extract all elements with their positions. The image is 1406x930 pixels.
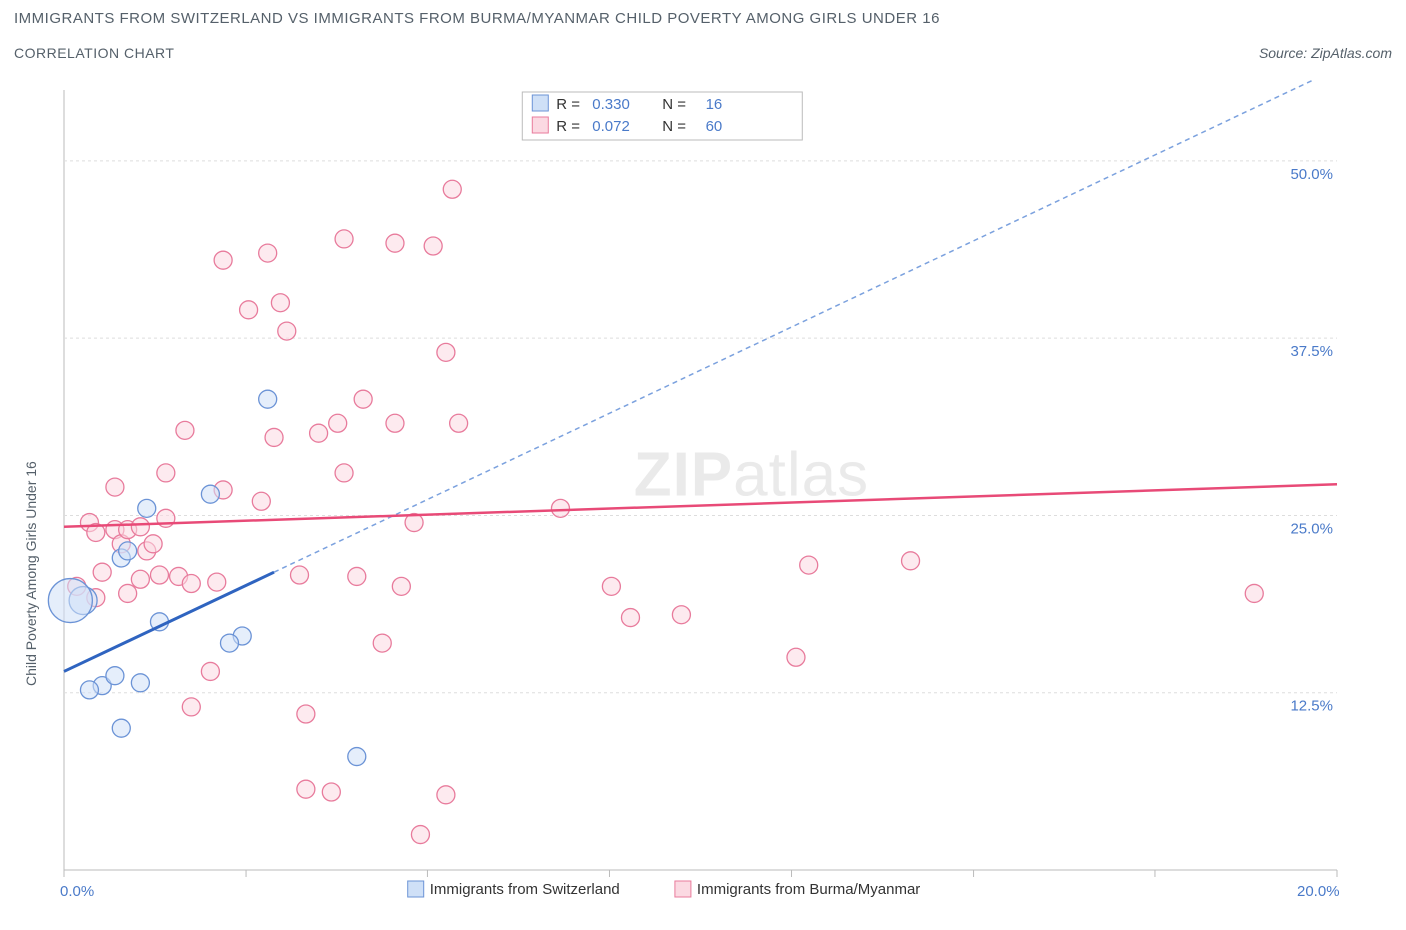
scatter-point <box>131 570 149 588</box>
scatter-point <box>240 301 258 319</box>
scatter-point <box>80 681 98 699</box>
scatter-point <box>450 414 468 432</box>
scatter-point <box>437 786 455 804</box>
scatter-point <box>386 414 404 432</box>
scatter-point <box>259 390 277 408</box>
scatter-point <box>348 748 366 766</box>
scatter-point <box>182 575 200 593</box>
scatter-point <box>138 499 156 517</box>
scatter-point <box>106 478 124 496</box>
svg-text:60: 60 <box>706 118 723 135</box>
scatter-point <box>310 424 328 442</box>
scatter-point <box>443 180 461 198</box>
scatter-point <box>291 566 309 584</box>
scatter-point <box>265 428 283 446</box>
scatter-point <box>329 414 347 432</box>
scatter-point <box>150 566 168 584</box>
scatter-point <box>386 234 404 252</box>
scatter-point <box>297 705 315 723</box>
scatter-point <box>106 667 124 685</box>
scatter-point <box>157 464 175 482</box>
scatter-point <box>354 390 372 408</box>
trend-line <box>64 572 274 671</box>
scatter-point <box>278 322 296 340</box>
source-attribution: Source: ZipAtlas.com <box>1259 45 1392 61</box>
scatter-point <box>322 783 340 801</box>
scatter-point <box>93 563 111 581</box>
svg-text:R =: R = <box>556 96 580 113</box>
scatter-point <box>208 573 226 591</box>
scatter-point <box>131 674 149 692</box>
scatter-point <box>1245 584 1263 602</box>
scatter-point <box>48 579 92 623</box>
scatter-point <box>252 492 270 510</box>
scatter-point <box>672 606 690 624</box>
scatter-point <box>902 552 920 570</box>
scatter-point <box>621 609 639 627</box>
scatter-point <box>131 518 149 536</box>
legend-swatch <box>408 881 424 897</box>
scatter-point <box>392 577 410 595</box>
scatter-point <box>411 826 429 844</box>
y-axis-label: Child Poverty Among Girls Under 16 <box>23 461 39 686</box>
legend-series-label: Immigrants from Burma/Myanmar <box>697 881 920 898</box>
scatter-point <box>201 485 219 503</box>
scatter-point <box>348 567 366 585</box>
legend-series-label: Immigrants from Switzerland <box>430 881 620 898</box>
scatter-point <box>297 780 315 798</box>
svg-text:R =: R = <box>556 118 580 135</box>
scatter-point <box>335 230 353 248</box>
svg-text:25.0%: 25.0% <box>1290 520 1333 537</box>
svg-text:0.0%: 0.0% <box>60 883 94 900</box>
scatter-point <box>144 535 162 553</box>
scatter-point <box>602 577 620 595</box>
chart-title-line1: IMMIGRANTS FROM SWITZERLAND VS IMMIGRANT… <box>14 10 1392 27</box>
scatter-point <box>800 556 818 574</box>
scatter-point <box>787 648 805 666</box>
scatter-point <box>182 698 200 716</box>
scatter-point <box>119 542 137 560</box>
svg-text:N =: N = <box>662 96 686 113</box>
scatter-point <box>176 421 194 439</box>
scatter-point <box>220 634 238 652</box>
scatter-point <box>214 251 232 269</box>
svg-text:0.072: 0.072 <box>592 118 630 135</box>
scatter-point <box>112 719 130 737</box>
scatter-point <box>424 237 442 255</box>
svg-text:37.5%: 37.5% <box>1290 343 1333 360</box>
scatter-point <box>373 634 391 652</box>
legend-swatch <box>675 881 691 897</box>
svg-text:16: 16 <box>706 96 723 113</box>
scatter-point <box>551 499 569 517</box>
scatter-point <box>437 343 455 361</box>
svg-text:ZIPatlas: ZIPatlas <box>634 441 869 510</box>
scatter-point <box>335 464 353 482</box>
scatter-point <box>201 662 219 680</box>
scatter-point <box>119 584 137 602</box>
correlation-chart: 12.5% 25.0% 37.5% 50.0% 0.0% 20.0% ZIPatlas R =… <box>14 80 1392 920</box>
scatter-point <box>271 294 289 312</box>
scatter-point <box>259 244 277 262</box>
svg-text:N =: N = <box>662 118 686 135</box>
chart-title-line2: CORRELATION CHART <box>14 45 1392 61</box>
svg-text:12.5%: 12.5% <box>1290 698 1333 715</box>
svg-text:0.330: 0.330 <box>592 96 630 113</box>
svg-text:50.0%: 50.0% <box>1290 166 1333 183</box>
svg-text:20.0%: 20.0% <box>1297 883 1340 900</box>
